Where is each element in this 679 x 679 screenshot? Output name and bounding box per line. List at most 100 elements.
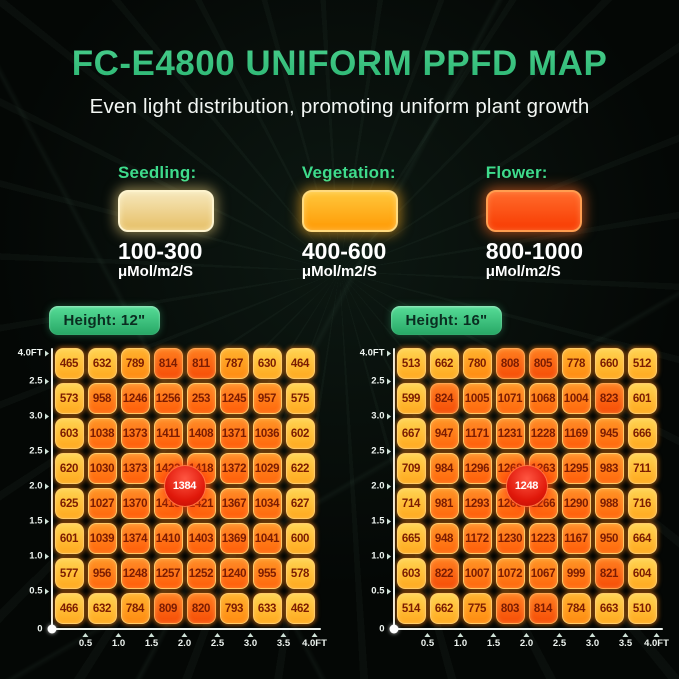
ppfd-cell: 983 xyxy=(594,453,624,485)
legend-label: Vegetation: xyxy=(301,163,396,182)
ppfd-cell: 709 xyxy=(396,453,426,485)
ppfd-cell: 465 xyxy=(54,348,84,380)
ppfd-cell: 1072 xyxy=(495,558,525,590)
ppfd-cell: 809 xyxy=(153,593,183,625)
ppfd-cell: 575 xyxy=(285,383,315,415)
x-tick-label: 3.0 xyxy=(244,633,257,649)
x-tick-icon xyxy=(490,633,497,638)
y-tick-icon xyxy=(386,483,391,490)
y-tick-label: 4.0FT xyxy=(360,348,391,359)
ppfd-cell: 1408 xyxy=(186,418,216,450)
ppfd-cell: 1373 xyxy=(120,418,150,450)
ppfd-cell: 1290 xyxy=(561,488,591,520)
ppfd-cell: 1029 xyxy=(252,453,282,485)
ppfd-cell: 805 xyxy=(528,348,558,380)
ppfd-cell: 663 xyxy=(594,593,624,625)
ppfd-cell: 1030 xyxy=(87,453,117,485)
legend-unit: μMol/m2/S xyxy=(485,263,561,281)
ppfd-cell: 1256 xyxy=(153,383,183,415)
center-value-badge: 1248 xyxy=(505,465,548,508)
ppfd-cell: 1374 xyxy=(120,523,150,555)
ppfd-cell: 1027 xyxy=(87,488,117,520)
plot-area: 465 632 789 814 811 787 630 464 573 958 1246 1256 25… xyxy=(18,348,327,664)
ppfd-cell: 600 xyxy=(285,523,315,555)
ppfd-cell: 1246 xyxy=(120,383,150,415)
y-tick-icon xyxy=(44,413,49,420)
x-tick-icon xyxy=(311,633,318,638)
height-badge-12: Height: 12" xyxy=(48,306,161,336)
ppfd-cell: 666 xyxy=(627,418,657,450)
ppfd-cell: 1034 xyxy=(252,488,282,520)
x-tick-label: 3.0 xyxy=(586,633,599,649)
ppfd-cell: 603 xyxy=(396,558,426,590)
ppfd-cell: 948 xyxy=(429,523,459,555)
y-tick-icon xyxy=(386,350,391,357)
ppfd-cell: 1223 xyxy=(528,523,558,555)
y-tick-icon xyxy=(44,588,49,595)
x-tick-icon xyxy=(214,633,221,638)
y-tick-icon xyxy=(386,413,391,420)
legend-item-seedling: Seedling: 100-300 μMol/m2/S xyxy=(118,163,214,280)
ppfd-cell: 1373 xyxy=(120,453,150,485)
x-axis-line xyxy=(392,628,663,631)
x-tick-label: 1.5 xyxy=(487,633,500,649)
y-tick-icon xyxy=(386,588,391,595)
y-tick-label: 2.5 xyxy=(19,376,49,387)
ppfd-cell: 955 xyxy=(252,558,282,590)
ppfd-cell: 811 xyxy=(186,348,216,380)
y-tick-icon xyxy=(44,350,49,357)
ppfd-cell: 1293 xyxy=(462,488,492,520)
y-tick-label: 0 xyxy=(379,623,385,635)
ppfd-cell: 1295 xyxy=(561,453,591,485)
ppfd-cell: 466 xyxy=(54,593,84,625)
ppfd-cell: 711 xyxy=(627,453,657,485)
y-tick-label: 2.0 xyxy=(19,481,49,492)
legend-swatch-vegetation xyxy=(301,190,398,232)
ppfd-cell: 1240 xyxy=(219,558,249,590)
ppfd-cell: 950 xyxy=(594,523,624,555)
legend-unit: μMol/m2/S xyxy=(118,263,194,281)
y-tick-label: 0.5 xyxy=(19,586,49,597)
y-tick-icon xyxy=(44,553,49,560)
x-tick-label: 2.5 xyxy=(211,633,224,649)
page-subtitle: Even light distribution, promoting unifo… xyxy=(89,95,590,118)
ppfd-cell: 820 xyxy=(186,593,216,625)
ppfd-cell: 510 xyxy=(627,593,657,625)
x-tick-label: 1.0 xyxy=(112,633,125,649)
ppfd-cell: 1068 xyxy=(528,383,558,415)
x-tick-label: 3.5 xyxy=(277,633,290,649)
ppfd-cell: 253 xyxy=(186,383,216,415)
ppfd-cell: 981 xyxy=(429,488,459,520)
ppfd-cell: 1228 xyxy=(528,418,558,450)
ppfd-cell: 793 xyxy=(219,593,249,625)
center-value-badge: 1384 xyxy=(163,465,206,508)
ppfd-cell: 1067 xyxy=(528,558,558,590)
legend-item-flower: Flower: 800-1000 μMol/m2/S xyxy=(485,163,583,281)
x-tick-label: 2.0 xyxy=(178,633,191,649)
ppfd-cell: 1231 xyxy=(495,418,525,450)
ppfd-cell: 999 xyxy=(561,558,591,590)
ppfd-cell: 1041 xyxy=(252,523,282,555)
ppfd-cell: 464 xyxy=(285,348,315,380)
legend-label: Flower: xyxy=(485,163,548,182)
y-axis-line xyxy=(392,348,395,631)
x-tick-icon xyxy=(424,633,431,638)
ppfd-cell: 632 xyxy=(87,348,117,380)
y-tick-label: 2.0 xyxy=(361,481,391,492)
ppfd-cell: 1370 xyxy=(120,488,150,520)
ppfd-cell: 1296 xyxy=(462,453,492,485)
ppfd-cell: 664 xyxy=(627,523,657,555)
ppfd-cell: 1167 xyxy=(561,523,591,555)
ppfd-cell: 1038 xyxy=(87,418,117,450)
ppfd-cell: 1230 xyxy=(495,523,525,555)
ppfd-cell: 1004 xyxy=(561,383,591,415)
y-tick-icon xyxy=(44,483,49,490)
ppfd-cell: 627 xyxy=(285,488,315,520)
ppfd-cell: 601 xyxy=(54,523,84,555)
y-tick-label: 1.5 xyxy=(361,516,391,527)
ppfd-cell: 956 xyxy=(87,558,117,590)
legend-item-vegetation: Vegetation: 400-600 μMol/m2/S xyxy=(301,163,398,280)
y-tick-label: 2.5 xyxy=(361,446,391,457)
ppfd-cell: 1245 xyxy=(219,383,249,415)
